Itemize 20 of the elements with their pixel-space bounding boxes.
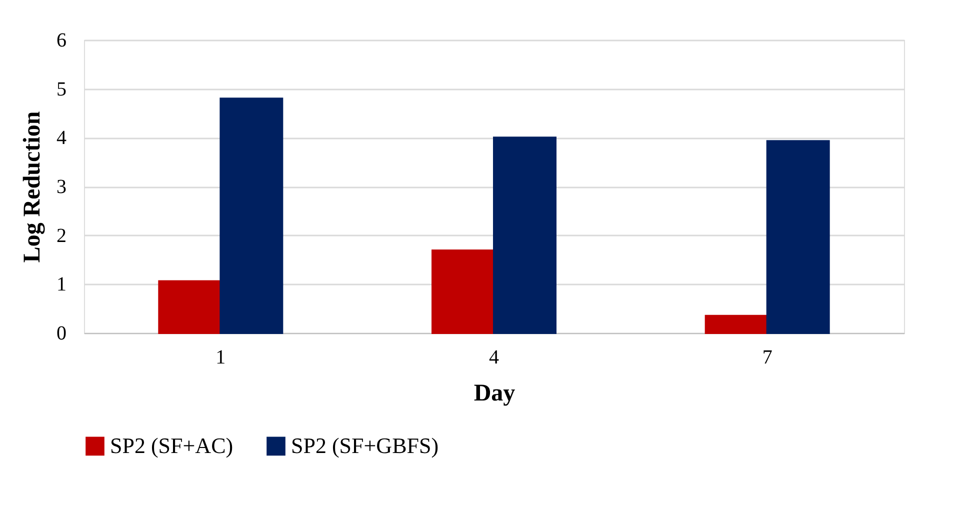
y-axis-title: Log Reduction (20, 111, 46, 263)
legend-label: SP2 (SF+GBFS) (291, 433, 439, 458)
legend-label: SP2 (SF+AC) (110, 433, 234, 458)
x-axis-title: Day (474, 380, 516, 406)
bar (493, 136, 556, 334)
y-tick-label: 3 (56, 176, 66, 198)
bar (766, 140, 830, 334)
bar (158, 280, 222, 334)
y-tick-label: 0 (56, 322, 66, 344)
y-tick-label: 2 (56, 224, 66, 247)
x-tick-label: 4 (489, 346, 499, 368)
bar (704, 314, 768, 334)
y-tick-label: 5 (56, 78, 66, 100)
bar (220, 98, 284, 334)
x-tick-label: 7 (762, 346, 772, 368)
y-tick-label: 1 (56, 274, 66, 296)
y-tick-label: 6 (56, 30, 66, 52)
y-tick-label: 4 (56, 127, 66, 150)
bar (432, 249, 495, 334)
x-tick-label: 1 (216, 346, 226, 368)
